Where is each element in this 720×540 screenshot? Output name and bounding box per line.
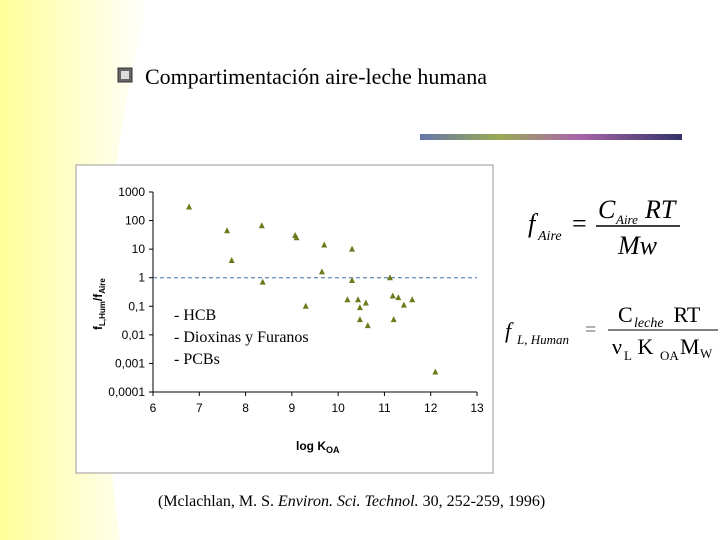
bullet-icon: [121, 71, 129, 79]
x-tick-label: 11: [378, 401, 391, 415]
data-point: [344, 296, 351, 303]
formula-text: RT: [668, 302, 701, 327]
y-tick-label: 0,1: [128, 299, 145, 313]
chart: 0,0001 0,001 0,01 0,1 1 10 100 1000 6 7 8 9 10 11 12 13…: [91, 185, 484, 455]
y-axis-label: f: [91, 325, 105, 330]
x-axis-label: log KOA: [296, 439, 340, 455]
formula-text: Aire: [615, 212, 638, 227]
x-axis-label: OA: [326, 445, 340, 455]
formula: f L, Human = C leche RT ν L K OA M W: [505, 302, 718, 363]
data-point: [409, 296, 416, 303]
formula-text: L, Human: [516, 332, 569, 347]
y-tick-label: 1000: [118, 185, 145, 199]
y-axis-label: /f: [91, 293, 105, 301]
data-point: [400, 301, 407, 308]
decoration: [0, 0, 150, 540]
y-tick-label: 1: [138, 271, 145, 285]
y-axis-label: L,Hum: [98, 301, 107, 326]
formula-text: =: [572, 209, 587, 238]
slide-title: Compartimentación aire-leche humana: [145, 64, 487, 89]
data-point: [258, 222, 265, 229]
x-tick-label: 12: [424, 401, 438, 415]
formula-text: C: [618, 302, 633, 327]
y-tick-label: 100: [125, 214, 145, 228]
data-point: [355, 296, 362, 303]
data-point: [395, 294, 402, 301]
formula-text: K: [632, 334, 654, 359]
data-point: [386, 274, 393, 281]
citation-text: Environ. Sci. Technol.: [277, 493, 419, 510]
data-point: [356, 316, 363, 323]
data-point: [432, 368, 439, 375]
data-point: [364, 322, 371, 329]
formula-text: f: [505, 318, 514, 343]
y-tick-label: 0,0001: [108, 385, 145, 399]
y-tick-label: 0,01: [122, 328, 146, 342]
x-axis-label: log K: [296, 439, 326, 453]
x-tick-label: 10: [331, 401, 345, 415]
data-point: [228, 257, 235, 264]
data-point: [186, 203, 193, 210]
y-tick-label: 0,001: [115, 356, 145, 370]
formula: f Aire = C Aire RT Mw: [528, 195, 680, 260]
data-point: [389, 292, 396, 299]
formula-text: Aire: [537, 229, 562, 244]
data-point: [362, 299, 369, 306]
data-point: [224, 227, 231, 234]
data-point: [302, 302, 309, 309]
x-tick-label: 7: [196, 401, 203, 415]
formula-text: =: [585, 319, 596, 341]
formula-text: C: [598, 195, 616, 224]
divider: [420, 134, 682, 140]
data-point: [390, 316, 397, 323]
y-axis-label: fL,Hum/fAire: [91, 278, 107, 330]
x-tick-label: 8: [242, 401, 249, 415]
formula-text: Mw: [617, 231, 658, 260]
y-axis-label: Aire: [98, 278, 107, 294]
formula-text: M: [680, 334, 700, 359]
formula-text: leche: [634, 316, 664, 331]
formula-text: ν: [612, 334, 622, 359]
formula-text: f: [528, 209, 539, 238]
x-tick-label: 6: [150, 401, 157, 415]
formula-text: OA: [660, 348, 679, 363]
citation: (Mclachlan, M. S. Environ. Sci. Technol.…: [158, 493, 545, 510]
citation-text: 30, 252-259, 1996): [419, 493, 546, 510]
y-tick-label: 10: [132, 242, 146, 256]
data-point: [349, 276, 356, 283]
data-point: [293, 234, 300, 241]
data-point: [349, 245, 356, 252]
x-tick-label: 13: [470, 401, 484, 415]
data-point: [259, 278, 266, 285]
legend-text: - PCBs: [174, 351, 220, 368]
formula-text: W: [700, 346, 713, 361]
data-point: [356, 304, 363, 311]
legend-text: - Dioxinas y Furanos: [174, 329, 309, 346]
citation-text: (Mclachlan, M. S.: [158, 493, 278, 510]
chart-frame: [75, 164, 494, 474]
x-tick-label: 9: [289, 401, 296, 415]
legend-text: - HCB: [174, 307, 216, 324]
data-point: [318, 268, 325, 275]
formula-text: L: [624, 348, 632, 363]
data-point: [321, 241, 328, 248]
formula-text: RT: [644, 195, 677, 224]
